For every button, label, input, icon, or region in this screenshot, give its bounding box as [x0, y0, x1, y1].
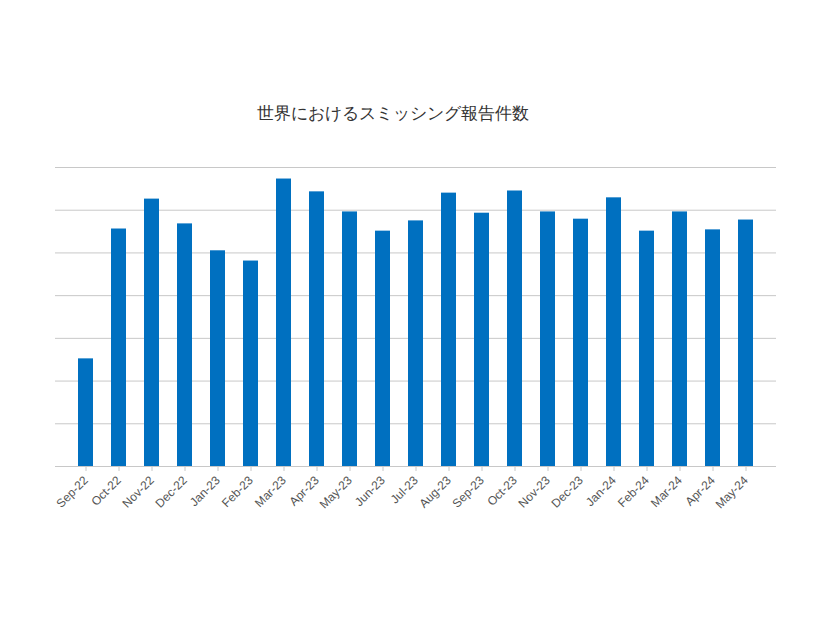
svg-text:Jan-24: Jan-24	[583, 473, 619, 509]
svg-text:Oct-22: Oct-22	[88, 473, 124, 509]
svg-text:Apr-24: Apr-24	[682, 473, 718, 509]
svg-text:Feb-24: Feb-24	[615, 473, 652, 510]
svg-text:Mar-24: Mar-24	[648, 473, 685, 510]
svg-text:Dec-22: Dec-22	[153, 473, 190, 510]
svg-text:May-24: May-24	[713, 473, 751, 511]
svg-text:Jan-23: Jan-23	[187, 473, 223, 509]
svg-text:Apr-23: Apr-23	[286, 473, 322, 509]
svg-text:Jun-23: Jun-23	[352, 473, 388, 509]
svg-text:Oct-23: Oct-23	[484, 473, 520, 509]
html-text:世界におけるスミッシング報告件数: 世界におけるスミッシング報告件数	[257, 103, 529, 123]
svg-text:Sep-23: Sep-23	[450, 473, 487, 510]
svg-text:Nov-23: Nov-23	[516, 473, 553, 510]
svg-text:Dec-23: Dec-23	[549, 473, 586, 510]
svg-text:May-23: May-23	[317, 473, 355, 511]
svg-text:Aug-23: Aug-23	[417, 473, 454, 510]
svg-text:Jul-23: Jul-23	[387, 473, 421, 507]
svg-text:Sep-22: Sep-22	[54, 473, 91, 510]
svg-text:Feb-23: Feb-23	[219, 473, 256, 510]
svg-text:Nov-22: Nov-22	[120, 473, 157, 510]
svg-text:Mar-23: Mar-23	[252, 473, 289, 510]
